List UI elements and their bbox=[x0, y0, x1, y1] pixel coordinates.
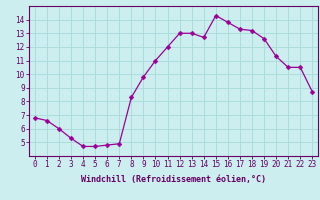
X-axis label: Windchill (Refroidissement éolien,°C): Windchill (Refroidissement éolien,°C) bbox=[81, 175, 266, 184]
